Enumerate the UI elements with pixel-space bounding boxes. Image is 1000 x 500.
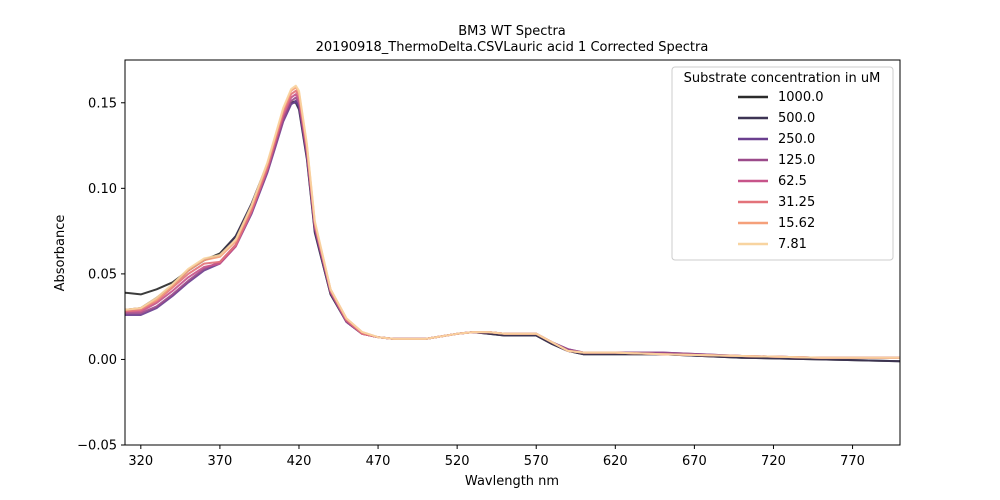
legend-label: 1000.0 xyxy=(778,90,824,105)
legend-label: 125.0 xyxy=(778,153,815,168)
chart-title: BM3 WT Spectra xyxy=(458,24,566,39)
x-tick-label: 370 xyxy=(207,454,232,469)
x-tick-label: 570 xyxy=(524,454,549,469)
legend-title: Substrate concentration in uM xyxy=(684,71,881,86)
y-tick-label: 0.00 xyxy=(88,353,117,368)
series-layer xyxy=(125,84,900,363)
legend-box xyxy=(671,66,894,261)
legend-label: 500.0 xyxy=(778,111,815,126)
chart-subtitle: 20190918_ThermoDelta.CSVLauric acid 1 Co… xyxy=(316,40,709,55)
x-tick-label: 620 xyxy=(603,454,628,469)
y-tick-label: 0.05 xyxy=(88,267,117,282)
x-tick-label: 320 xyxy=(128,454,153,469)
plot-area-frame xyxy=(124,59,901,446)
legend-label: 62.5 xyxy=(778,174,807,189)
legend: Substrate concentration in uM 1000.0 500.… xyxy=(671,66,894,261)
y-axis-label: Absorbance xyxy=(53,215,68,292)
y-tick-label: −0.05 xyxy=(77,439,117,454)
x-axis: 320 370 420 470 520 570 620 670 720 770 xyxy=(128,445,865,469)
x-tick-label: 670 xyxy=(682,454,707,469)
x-tick-label: 770 xyxy=(840,454,865,469)
legend-entries: 1000.0 500.0 250.0 125.0 62.5 31.25 15.62 7.81 xyxy=(738,90,824,252)
legend-label: 31.25 xyxy=(778,195,815,210)
y-axis: −0.05 0.00 0.05 0.10 0.15 xyxy=(77,96,125,454)
legend-label: 7.81 xyxy=(778,237,807,252)
series-line-7.81 xyxy=(125,84,900,359)
y-tick-label: 0.15 xyxy=(88,96,117,111)
x-tick-label: 470 xyxy=(366,454,391,469)
legend-label: 15.62 xyxy=(778,216,815,231)
y-tick-label: 0.10 xyxy=(88,182,117,197)
x-tick-label: 720 xyxy=(761,454,786,469)
x-axis-label: Wavlength nm xyxy=(465,474,559,489)
legend-label: 250.0 xyxy=(778,132,815,147)
x-tick-label: 420 xyxy=(287,454,312,469)
x-tick-label: 520 xyxy=(445,454,470,469)
